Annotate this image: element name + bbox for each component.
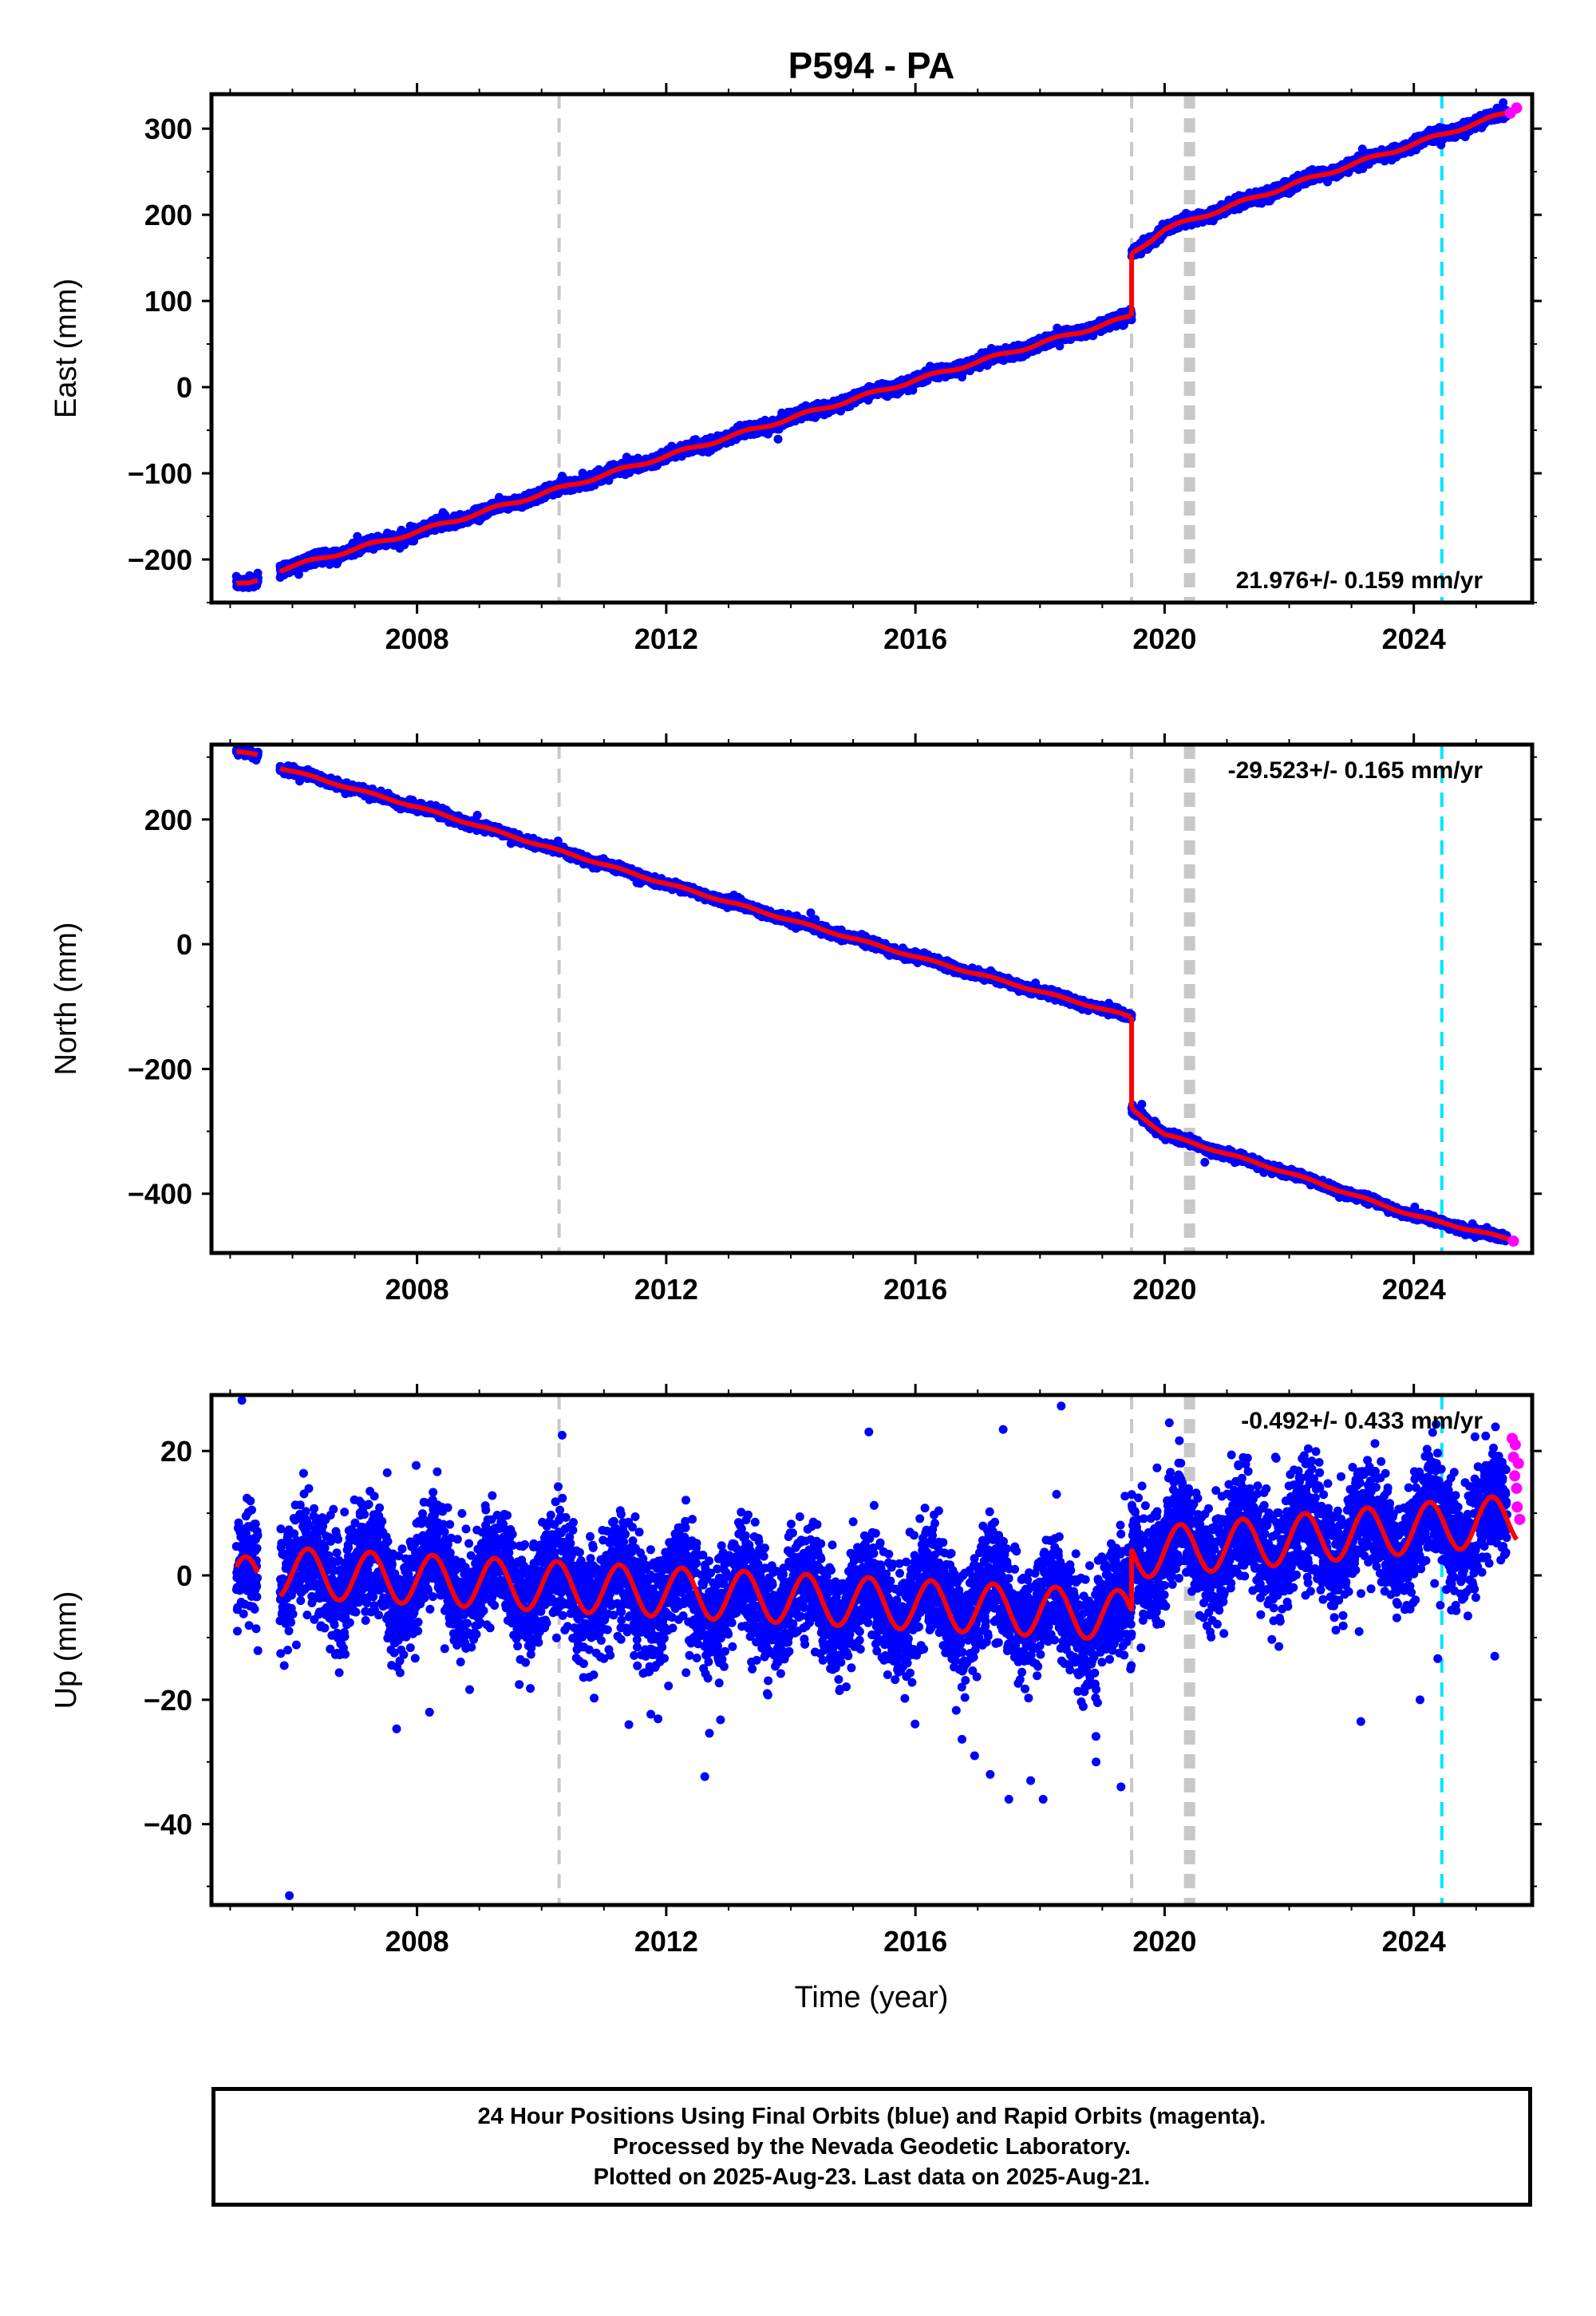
east-plot-area	[231, 94, 1523, 603]
station-title: P594 - PA	[788, 45, 955, 86]
east-final-orbit-points	[231, 98, 1512, 592]
data-point	[773, 434, 783, 444]
